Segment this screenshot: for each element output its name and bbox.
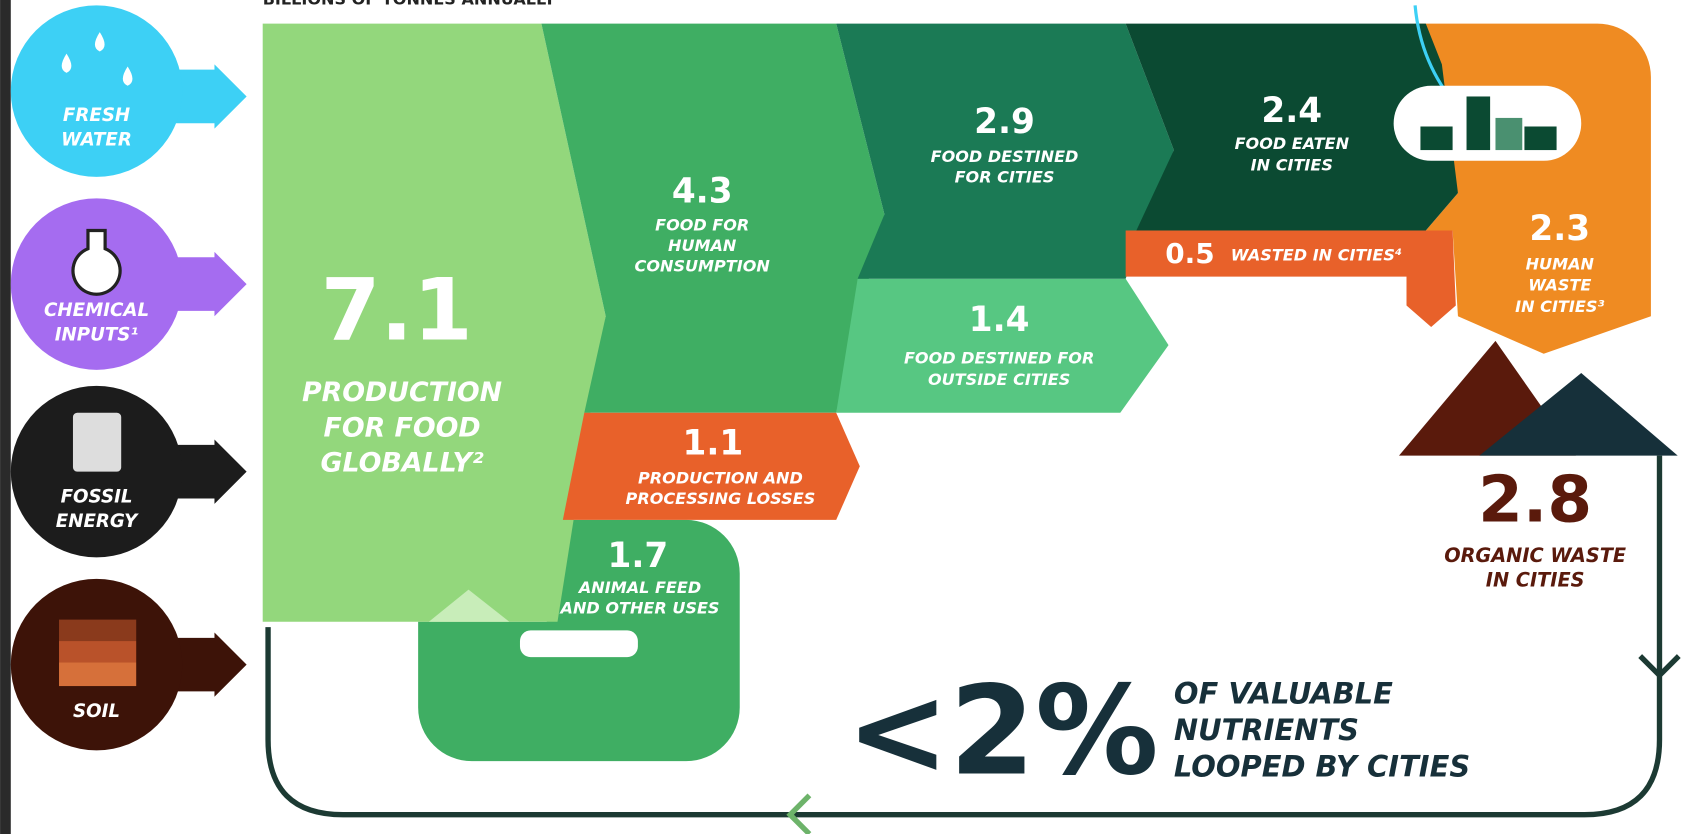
label: IN CITIES³ xyxy=(1515,297,1604,316)
value: 1.7 xyxy=(608,536,669,576)
label: FOR FOOD xyxy=(324,412,481,443)
label: FOOD DESTINED FOR xyxy=(904,349,1094,368)
flow-highlight xyxy=(428,589,510,622)
input-fossil xyxy=(10,385,247,558)
label: HUMAN xyxy=(1526,254,1595,273)
label: IN CITIES xyxy=(1251,156,1333,175)
value: 1.1 xyxy=(683,423,744,463)
cutout xyxy=(519,630,638,658)
label: PRODUCTION xyxy=(302,377,502,408)
loop-label: OF VALUABLE xyxy=(1174,677,1393,711)
input-label: INPUTS¹ xyxy=(55,325,139,346)
loop-arrow xyxy=(786,793,812,834)
flow-human xyxy=(541,23,885,413)
subtitle: BILLIONS OF TONNES ANNUALLY xyxy=(263,0,556,9)
label: FOOD DESTINED xyxy=(931,147,1079,166)
input-soil xyxy=(10,578,247,751)
label: ORGANIC WASTE xyxy=(1444,544,1626,567)
loop-value: <2% xyxy=(846,660,1159,803)
input-label: FRESH xyxy=(63,105,130,126)
loop-label: NUTRIENTS xyxy=(1174,713,1359,747)
value: 7.1 xyxy=(321,261,473,361)
value: 2.8 xyxy=(1478,462,1592,537)
input-chemical xyxy=(10,198,247,370)
flow-production xyxy=(262,23,606,622)
label: FOR CITIES xyxy=(955,167,1055,186)
loop-line xyxy=(265,455,1663,818)
label: FOOD FOR xyxy=(655,216,749,235)
flow-wasted xyxy=(1125,230,1456,327)
flow-eaten xyxy=(1125,23,1458,231)
label: WASTE xyxy=(1528,276,1591,295)
input-label: CHEMICAL xyxy=(44,300,149,321)
value: 0.5 xyxy=(1165,237,1214,270)
label: OUTSIDE CITIES xyxy=(928,370,1070,389)
left-edge xyxy=(0,0,11,834)
input-water xyxy=(10,5,247,177)
label: IN CITIES xyxy=(1486,569,1585,592)
mound xyxy=(1479,373,1678,456)
label: WASTED IN CITIES⁴ xyxy=(1231,246,1402,265)
input-label: ENERGY xyxy=(56,511,139,532)
label: CONSUMPTION xyxy=(635,256,771,275)
loop-arrow xyxy=(1638,654,1681,680)
label: GLOBALLY² xyxy=(321,448,484,479)
label: PRODUCTION AND xyxy=(638,469,803,488)
label: PROCESSING LOSSES xyxy=(626,489,816,508)
value: 2.9 xyxy=(974,102,1035,142)
value: 2.4 xyxy=(1261,91,1322,131)
label: AND OTHER USES xyxy=(559,598,720,617)
value: 1.4 xyxy=(969,300,1030,340)
label: ANIMAL FEED xyxy=(577,578,701,597)
city-icon xyxy=(1393,5,1582,161)
label: HUMAN xyxy=(668,236,737,255)
loop-label: LOOPED BY CITIES xyxy=(1174,750,1470,784)
input-label: SOIL xyxy=(73,701,120,722)
label: FOOD EATEN xyxy=(1235,134,1350,153)
input-label: WATER xyxy=(61,129,132,150)
input-label: FOSSIL xyxy=(61,486,133,507)
flow-outside xyxy=(836,278,1169,413)
flow-losses xyxy=(562,412,860,520)
value: 4.3 xyxy=(672,171,733,211)
value: 2.3 xyxy=(1529,209,1590,249)
flow-cities xyxy=(836,23,1174,279)
